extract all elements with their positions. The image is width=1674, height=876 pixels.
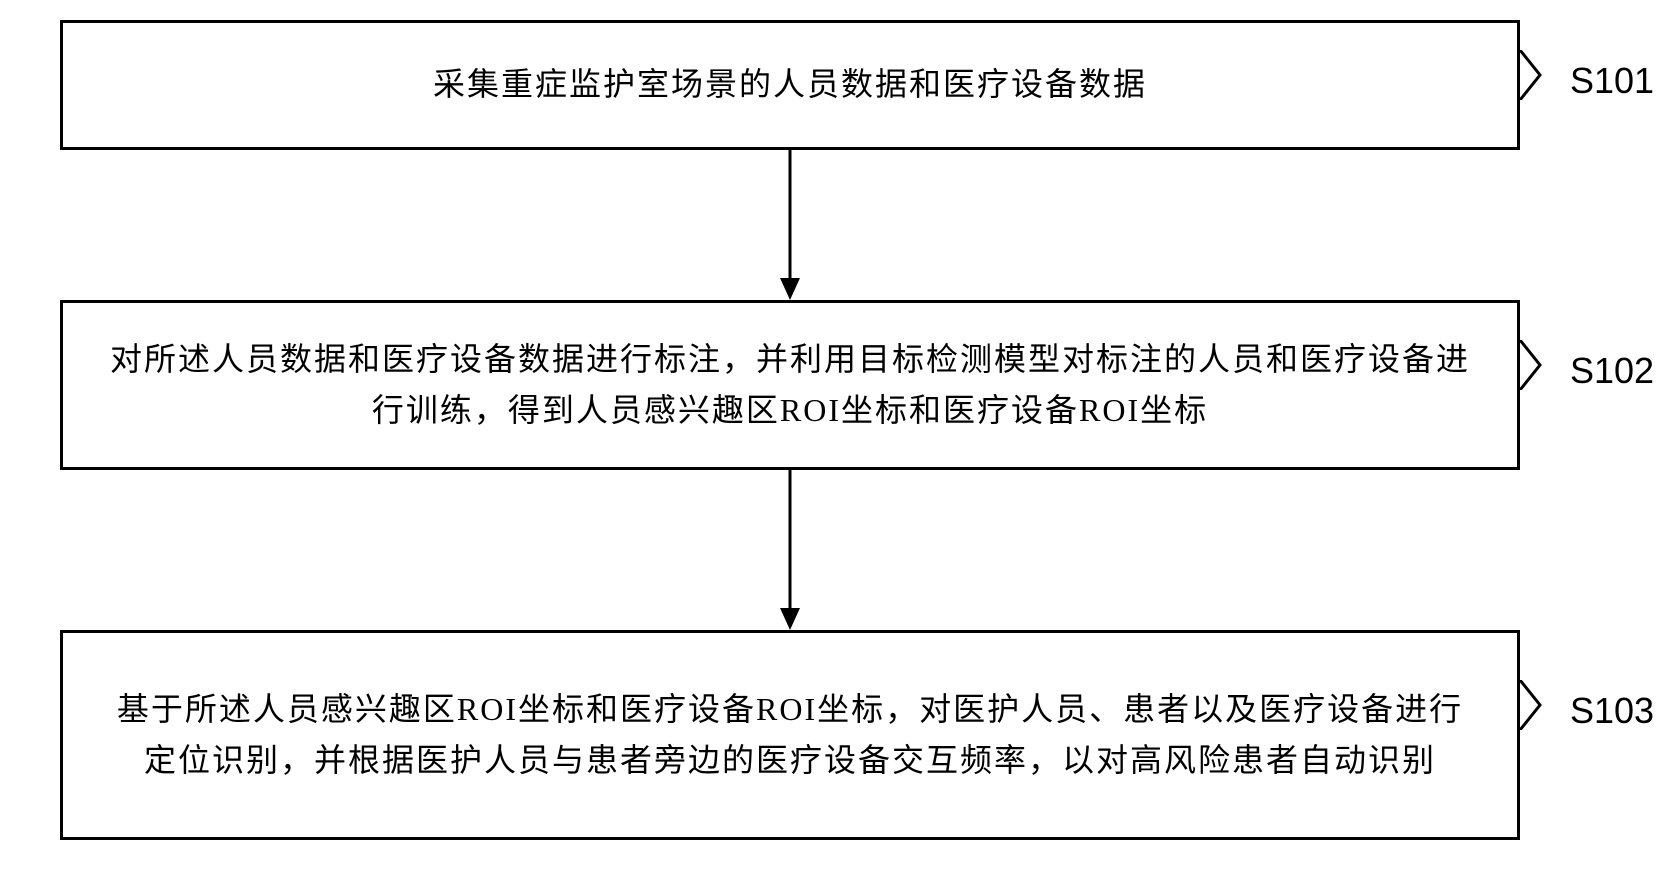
step-3-label: S103 xyxy=(1570,690,1654,732)
bracket-3 xyxy=(1520,680,1560,730)
step-1-label: S101 xyxy=(1570,60,1654,102)
step-3-text: 基于所述人员感兴趣区ROI坐标和医疗设备ROI坐标，对医护人员、患者以及医疗设备… xyxy=(103,684,1477,786)
step-2-text: 对所述人员数据和医疗设备数据进行标注，并利用目标检测模型对标注的人员和医疗设备进… xyxy=(103,334,1477,436)
flow-step-2: 对所述人员数据和医疗设备数据进行标注，并利用目标检测模型对标注的人员和医疗设备进… xyxy=(60,300,1520,470)
step-1-text: 采集重症监护室场景的人员数据和医疗设备数据 xyxy=(433,59,1147,110)
arrow-2 xyxy=(780,470,800,630)
step-2-label: S102 xyxy=(1570,350,1654,392)
flow-step-3: 基于所述人员感兴趣区ROI坐标和医疗设备ROI坐标，对医护人员、患者以及医疗设备… xyxy=(60,630,1520,840)
bracket-2 xyxy=(1520,340,1560,390)
bracket-1 xyxy=(1520,50,1560,100)
arrow-1 xyxy=(780,150,800,300)
flow-step-1: 采集重症监护室场景的人员数据和医疗设备数据 xyxy=(60,20,1520,150)
